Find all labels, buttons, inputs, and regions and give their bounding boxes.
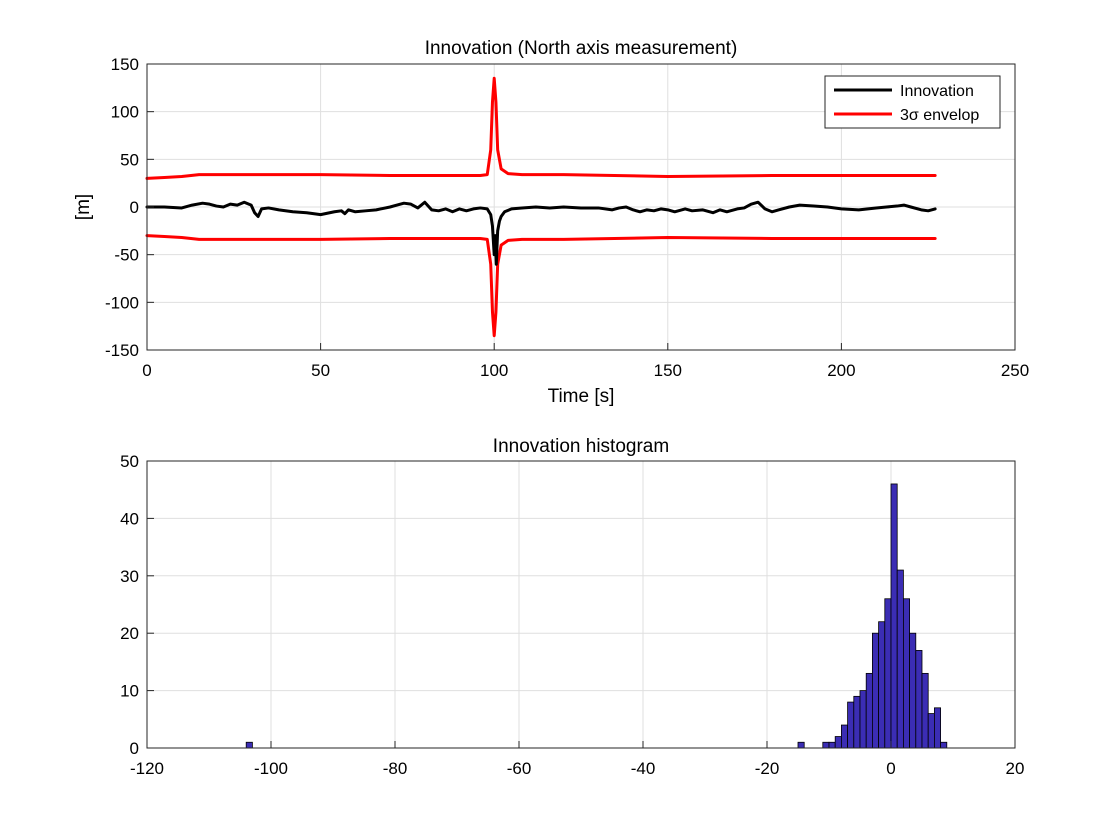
legend-box	[824, 75, 1001, 129]
bottom-xtick-label: -40	[631, 759, 656, 778]
top-plot-xticks: 0 50 100 150 200 250	[142, 343, 1029, 380]
bottom-ytick-label: 20	[120, 624, 139, 643]
histogram-bar	[878, 621, 886, 749]
histogram-bar	[927, 713, 935, 749]
histogram-bar	[915, 650, 923, 749]
innovation-line	[145, 200, 937, 266]
histogram-bar	[847, 701, 855, 749]
envelope-upper-line	[145, 76, 937, 180]
histogram-bar	[940, 741, 948, 749]
histogram-bar	[853, 695, 861, 749]
histogram-bar	[245, 741, 253, 749]
top-plot-series	[145, 76, 937, 338]
top-ytick-label: 100	[111, 103, 139, 122]
envelope-lower-line	[145, 234, 937, 338]
top-ytick-label: -50	[114, 246, 139, 265]
histogram-bar	[909, 632, 917, 749]
histogram-bar	[797, 741, 805, 749]
top-plot-xlabel: Time [s]	[548, 386, 615, 407]
bottom-plot-xticks: -120 -100 -80 -60 -40 -20 0 20	[130, 741, 1024, 778]
histogram-bar	[934, 707, 942, 749]
top-xtick-label: 150	[654, 361, 682, 380]
histogram-bar	[903, 598, 911, 749]
top-ytick-label: -100	[105, 293, 139, 312]
top-xtick-label: 50	[311, 361, 330, 380]
histogram-bar	[828, 741, 836, 749]
top-xtick-label: 250	[1001, 361, 1029, 380]
histogram-bar	[822, 741, 830, 749]
top-ytick-label: 0	[130, 198, 139, 217]
top-xtick-label: 0	[142, 361, 151, 380]
histogram-bar	[841, 724, 849, 749]
legend-label-envelope: 3σ envelop	[900, 107, 979, 124]
histogram-bar	[865, 672, 873, 749]
top-plot: Innovation (North axis measurement) 0 50 1…	[73, 38, 1029, 407]
bottom-ytick-label: 30	[120, 567, 139, 586]
bottom-xtick-label: 0	[886, 759, 895, 778]
top-xtick-label: 200	[827, 361, 855, 380]
histogram-bar	[921, 672, 929, 749]
top-plot-ylabel: [m]	[73, 194, 94, 220]
top-plot-yticks: -150 -100 -50 0 50 100 150	[105, 55, 154, 360]
bottom-plot-yticks: 0 10 20 30 40 50	[120, 452, 154, 758]
bottom-plot-frame	[146, 460, 1016, 749]
histogram-bar	[834, 736, 842, 749]
bottom-xtick-label: -80	[383, 759, 408, 778]
top-ytick-label: -150	[105, 341, 139, 360]
legend-label-innovation: Innovation	[900, 83, 974, 100]
bottom-plot: Innovation histogram -120 -100 -80 -60 -40 -2…	[120, 436, 1024, 778]
top-ytick-label: 150	[111, 55, 139, 74]
histogram-bar	[896, 569, 904, 749]
top-xtick-label: 100	[480, 361, 508, 380]
bottom-ytick-label: 0	[130, 739, 139, 758]
top-plot-title: Innovation (North axis measurement)	[425, 38, 738, 59]
bottom-xtick-label: 20	[1006, 759, 1025, 778]
bottom-ytick-label: 50	[120, 452, 139, 471]
histogram-bar	[890, 483, 898, 749]
bottom-xtick-label: -20	[755, 759, 780, 778]
bottom-plot-title: Innovation histogram	[493, 436, 669, 457]
histogram-bar	[872, 632, 880, 749]
bottom-ytick-label: 40	[120, 509, 139, 528]
histogram-bar	[859, 690, 867, 749]
top-plot-legend: Innovation 3σ envelop	[824, 75, 1001, 129]
bottom-xtick-label: -60	[507, 759, 532, 778]
bottom-xtick-label: -120	[130, 759, 164, 778]
bottom-ytick-label: 10	[120, 682, 139, 701]
top-ytick-label: 50	[120, 150, 139, 169]
histogram-bar	[884, 598, 892, 749]
bottom-xtick-label: -100	[254, 759, 288, 778]
